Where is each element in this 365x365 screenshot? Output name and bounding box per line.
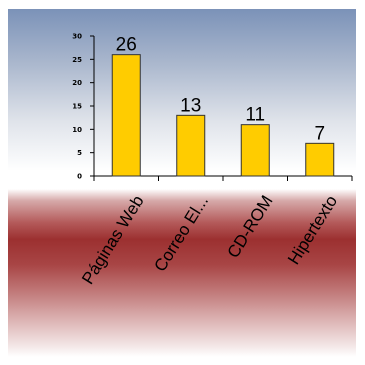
y-tick-label: 30	[72, 33, 82, 41]
y-tick-label: 20	[72, 79, 82, 87]
category-band	[8, 189, 356, 357]
y-tick-label: 15	[72, 103, 82, 111]
data-label: 26	[116, 35, 137, 56]
data-label: 13	[180, 95, 201, 116]
y-tick-label: 25	[72, 56, 82, 64]
y-tick-label: 0	[77, 173, 82, 181]
y-tick-label: 5	[77, 149, 82, 157]
data-labels: 26 13 11 7	[116, 35, 325, 145]
data-label: 11	[245, 105, 265, 126]
y-tick-label: 10	[72, 126, 82, 134]
data-label: 7	[314, 123, 325, 144]
bars	[111, 54, 335, 177]
bar	[305, 142, 335, 177]
bar	[176, 114, 206, 177]
bar	[240, 124, 270, 177]
category-labels: Páginas Web Correo El... CD-ROM Hipertexto	[78, 192, 341, 288]
x-tick-label: Correo El...	[150, 192, 212, 275]
x-tick-label: CD-ROM	[223, 192, 276, 261]
x-tick-label: Páginas Web	[78, 192, 148, 288]
x-tick-label: Hipertexto	[284, 192, 341, 268]
bar	[111, 54, 141, 177]
